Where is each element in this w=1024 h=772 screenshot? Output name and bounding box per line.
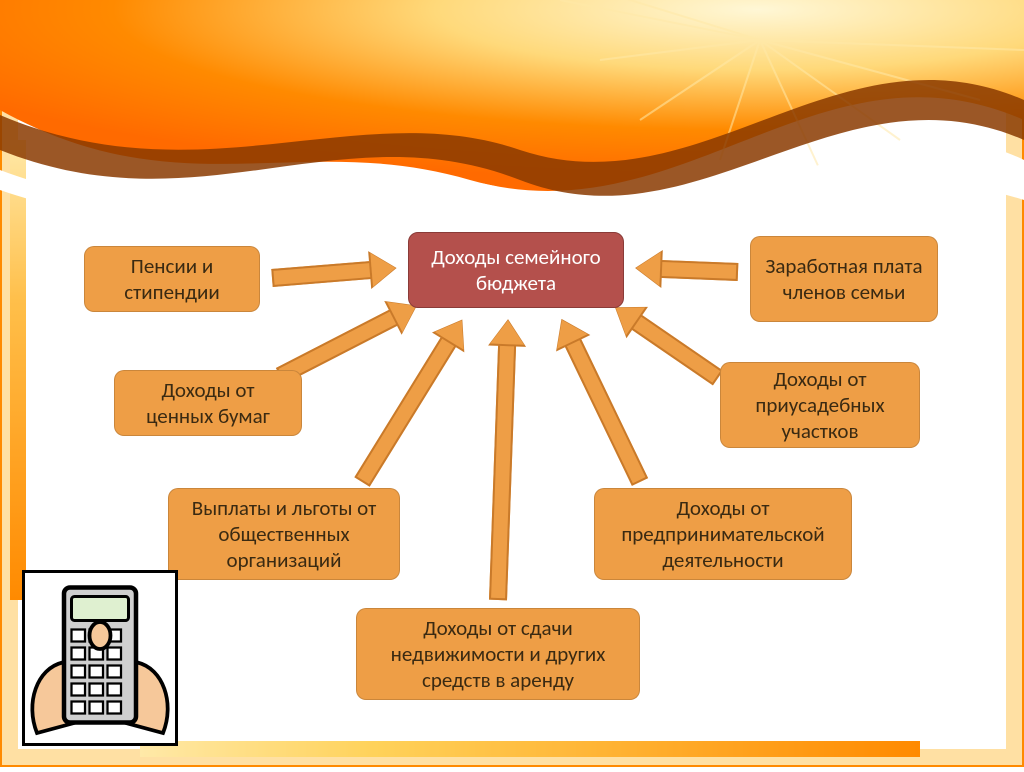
arrow-plots: [616, 308, 718, 378]
arrow-pension: [272, 268, 396, 278]
node-plots: Доходы от приусадебных участков: [720, 362, 920, 448]
calculator-icon: [22, 570, 178, 746]
node-label: Доходы от сдачи недвижимости и других ср…: [371, 615, 625, 694]
arrow-benefits: [362, 320, 462, 482]
arrow-wages: [636, 268, 738, 272]
node-label: Доходы от приусадебных участков: [735, 366, 905, 445]
node-label: Заработная плата членов семьи: [765, 253, 923, 306]
node-secur: Доходы от ценных бумаг: [114, 370, 302, 436]
arrow-entrepr: [562, 320, 640, 482]
node-entrepr: Доходы от предпринимательской деятельнос…: [594, 488, 852, 580]
node-wages: Заработная плата членов семьи: [750, 236, 938, 322]
node-benefits: Выплаты и льготы от общественных организ…: [168, 488, 400, 580]
arrow-secur: [280, 306, 416, 376]
node-label: Выплаты и льготы от общественных организ…: [183, 495, 385, 574]
arrow-rent: [498, 320, 508, 600]
node-rent: Доходы от сдачи недвижимости и других ср…: [356, 608, 640, 700]
diagram: Доходы семейного бюджета Пенсии и стипен…: [0, 0, 1024, 767]
center-node: Доходы семейного бюджета: [408, 232, 624, 308]
node-label: Доходы от предпринимательской деятельнос…: [609, 495, 837, 574]
node-label: Пенсии и стипендии: [99, 253, 245, 306]
node-label: Доходы от ценных бумаг: [129, 377, 287, 430]
center-label: Доходы семейного бюджета: [423, 244, 609, 297]
node-pension: Пенсии и стипендии: [84, 246, 260, 312]
